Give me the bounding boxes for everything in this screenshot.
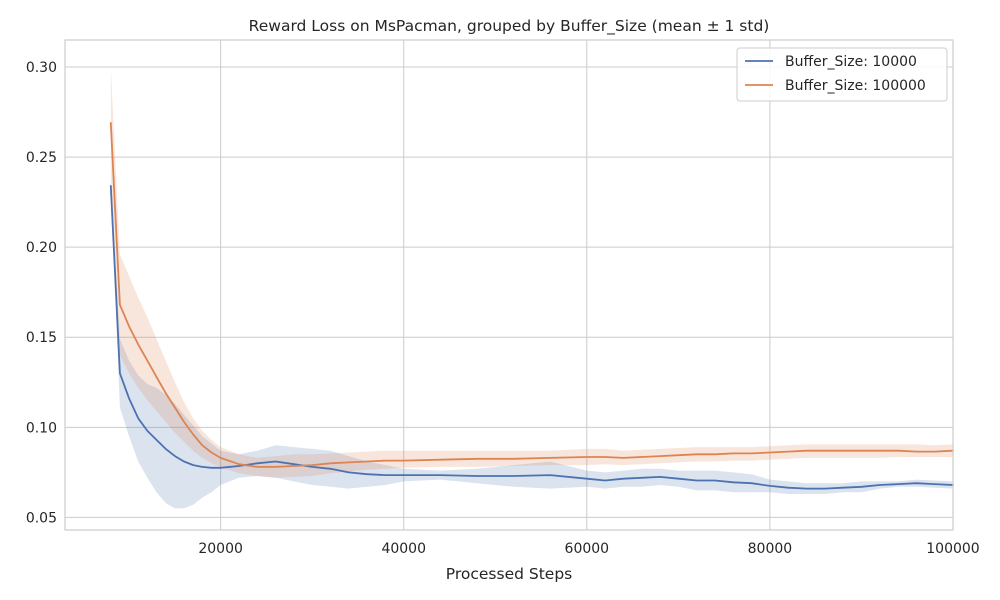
x-tick-label: 60000 [565,541,610,557]
std-band-series-0 [110,185,954,509]
y-tick-label: 0.30 [26,60,57,76]
x-tick-label: 20000 [198,541,243,557]
mean-line-series-0 [109,184,954,490]
x-tick-labels: 20000 40000 60000 80000 100000 [198,541,979,557]
plot-frame [64,39,954,531]
x-axis-label: Processed Steps [446,565,572,583]
x-tick-label: 80000 [748,541,793,557]
y-tick-label: 0.15 [26,330,57,346]
x-tick-label: 40000 [381,541,426,557]
x-gridlines [220,40,954,530]
legend: Buffer_Size: 10000 Buffer_Size: 100000 [736,47,948,102]
legend-box [736,47,948,102]
series-lines [109,122,954,490]
y-tick-label: 0.05 [26,510,57,526]
legend-label-buffer-10000: Buffer_Size: 10000 [785,54,917,70]
y-tick-label: 0.25 [26,150,57,166]
y-tick-label: 0.10 [26,420,57,436]
mean-line-series-1 [109,122,954,468]
chart-title: Reward Loss on MsPacman, grouped by Buff… [249,17,770,36]
y-tick-label: 0.20 [26,240,57,256]
legend-label-buffer-100000: Buffer_Size: 100000 [785,78,926,94]
x-tick-label: 100000 [926,541,979,557]
y-tick-labels: 0.05 0.10 0.15 0.20 0.25 0.30 [26,60,57,526]
